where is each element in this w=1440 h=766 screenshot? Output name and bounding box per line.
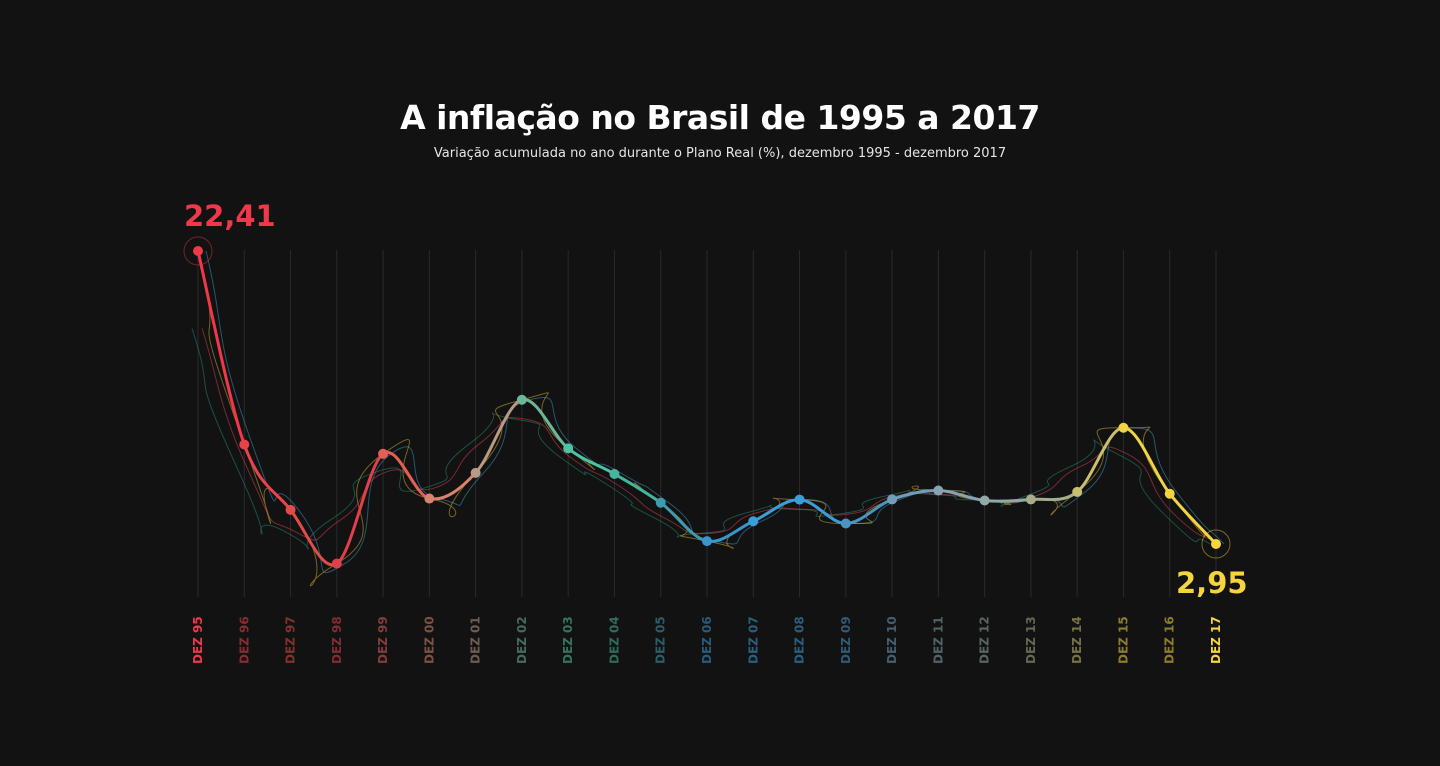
data-point[interactable]: [193, 246, 203, 256]
x-tick-label: DEZ 14: [1070, 616, 1084, 664]
data-point[interactable]: [1164, 488, 1175, 499]
x-tick-label: DEZ 02: [515, 616, 529, 664]
data-point[interactable]: [285, 504, 296, 515]
x-tick-label: DEZ 97: [284, 616, 298, 664]
data-point[interactable]: [378, 448, 389, 459]
data-point[interactable]: [840, 518, 851, 529]
data-point[interactable]: [933, 485, 944, 496]
data-point[interactable]: [1072, 486, 1083, 497]
x-tick-label: DEZ 15: [1116, 616, 1130, 664]
x-tick-label: DEZ 03: [561, 616, 575, 664]
x-tick-label: DEZ 98: [330, 616, 344, 664]
decorative-curves: [191, 250, 1225, 587]
data-point[interactable]: [424, 493, 435, 504]
x-tick-label: DEZ 13: [1024, 616, 1038, 664]
series-line-segment: [335, 452, 385, 566]
x-tick-label: DEZ 95: [191, 616, 205, 664]
x-tick-label: DEZ 04: [607, 616, 621, 664]
series-line-segment: [242, 443, 292, 512]
x-tick-label: DEZ 09: [839, 616, 853, 664]
x-tick-label: DEZ 17: [1209, 616, 1223, 664]
series-line-segment: [196, 249, 246, 446]
chart-subtitle: Variação acumulada no ano durante o Plan…: [433, 146, 1007, 161]
x-tick-label: DEZ 05: [654, 616, 668, 664]
data-point[interactable]: [609, 468, 620, 479]
x-tick-label: DEZ 00: [422, 616, 436, 664]
x-tick-label: DEZ 07: [746, 616, 760, 664]
x-tick-label: DEZ 06: [700, 616, 714, 664]
series-line-segment: [798, 498, 848, 525]
end-point-halo: [1201, 529, 1231, 559]
data-point[interactable]: [470, 467, 481, 478]
data-point[interactable]: [794, 494, 805, 505]
series-line-segment: [520, 398, 570, 450]
decorative-curve: [205, 250, 1225, 574]
grid-layer: [197, 250, 1217, 597]
x-tick-label: DEZ 01: [469, 616, 483, 664]
series-line-segment: [751, 498, 801, 523]
data-point[interactable]: [748, 516, 759, 527]
data-point[interactable]: [1118, 422, 1129, 433]
start-point-halo: [183, 236, 213, 266]
data-point[interactable]: [516, 394, 527, 405]
data-point[interactable]: [887, 494, 898, 505]
x-tick-label: DEZ 16: [1163, 616, 1177, 664]
labels: 22,41 2,95 DEZ 95 DEZ 96 DEZ 97 DEZ 98 DEZ 99 D…: [184, 199, 1248, 664]
chart-title: A inflação no Brasil de 1995 a 2017: [400, 98, 1040, 137]
decorative-curve: [191, 328, 1211, 550]
decorative-curve: [201, 328, 1221, 545]
x-tick-label: DEZ 96: [237, 616, 251, 664]
data-point[interactable]: [1025, 494, 1036, 505]
x-tick-label: DEZ 10: [885, 616, 899, 664]
data-point[interactable]: [563, 443, 574, 454]
series-line-segment: [705, 519, 755, 543]
series-line-segment: [983, 497, 1033, 503]
data-point[interactable]: [239, 439, 250, 450]
series-line-segment: [1075, 426, 1125, 494]
x-tick-label: DEZ 99: [376, 616, 390, 664]
data-point[interactable]: [1211, 539, 1221, 549]
start-value-label: 22,41: [184, 199, 276, 233]
series-line-segment: [1168, 492, 1218, 546]
x-tick-label: DEZ 08: [793, 616, 807, 664]
data-point[interactable]: [655, 497, 666, 508]
end-value-label: 2,95: [1176, 566, 1248, 600]
series-line-segment: [289, 508, 339, 567]
series-line-segment: [474, 398, 524, 475]
data-point[interactable]: [979, 495, 990, 506]
data-point[interactable]: [331, 558, 342, 569]
series-line-segment: [613, 472, 663, 505]
data-points: [183, 236, 1231, 569]
x-tick-label: DEZ 11: [931, 616, 945, 664]
data-point[interactable]: [702, 536, 712, 547]
x-tick-label: DEZ 12: [978, 616, 992, 664]
